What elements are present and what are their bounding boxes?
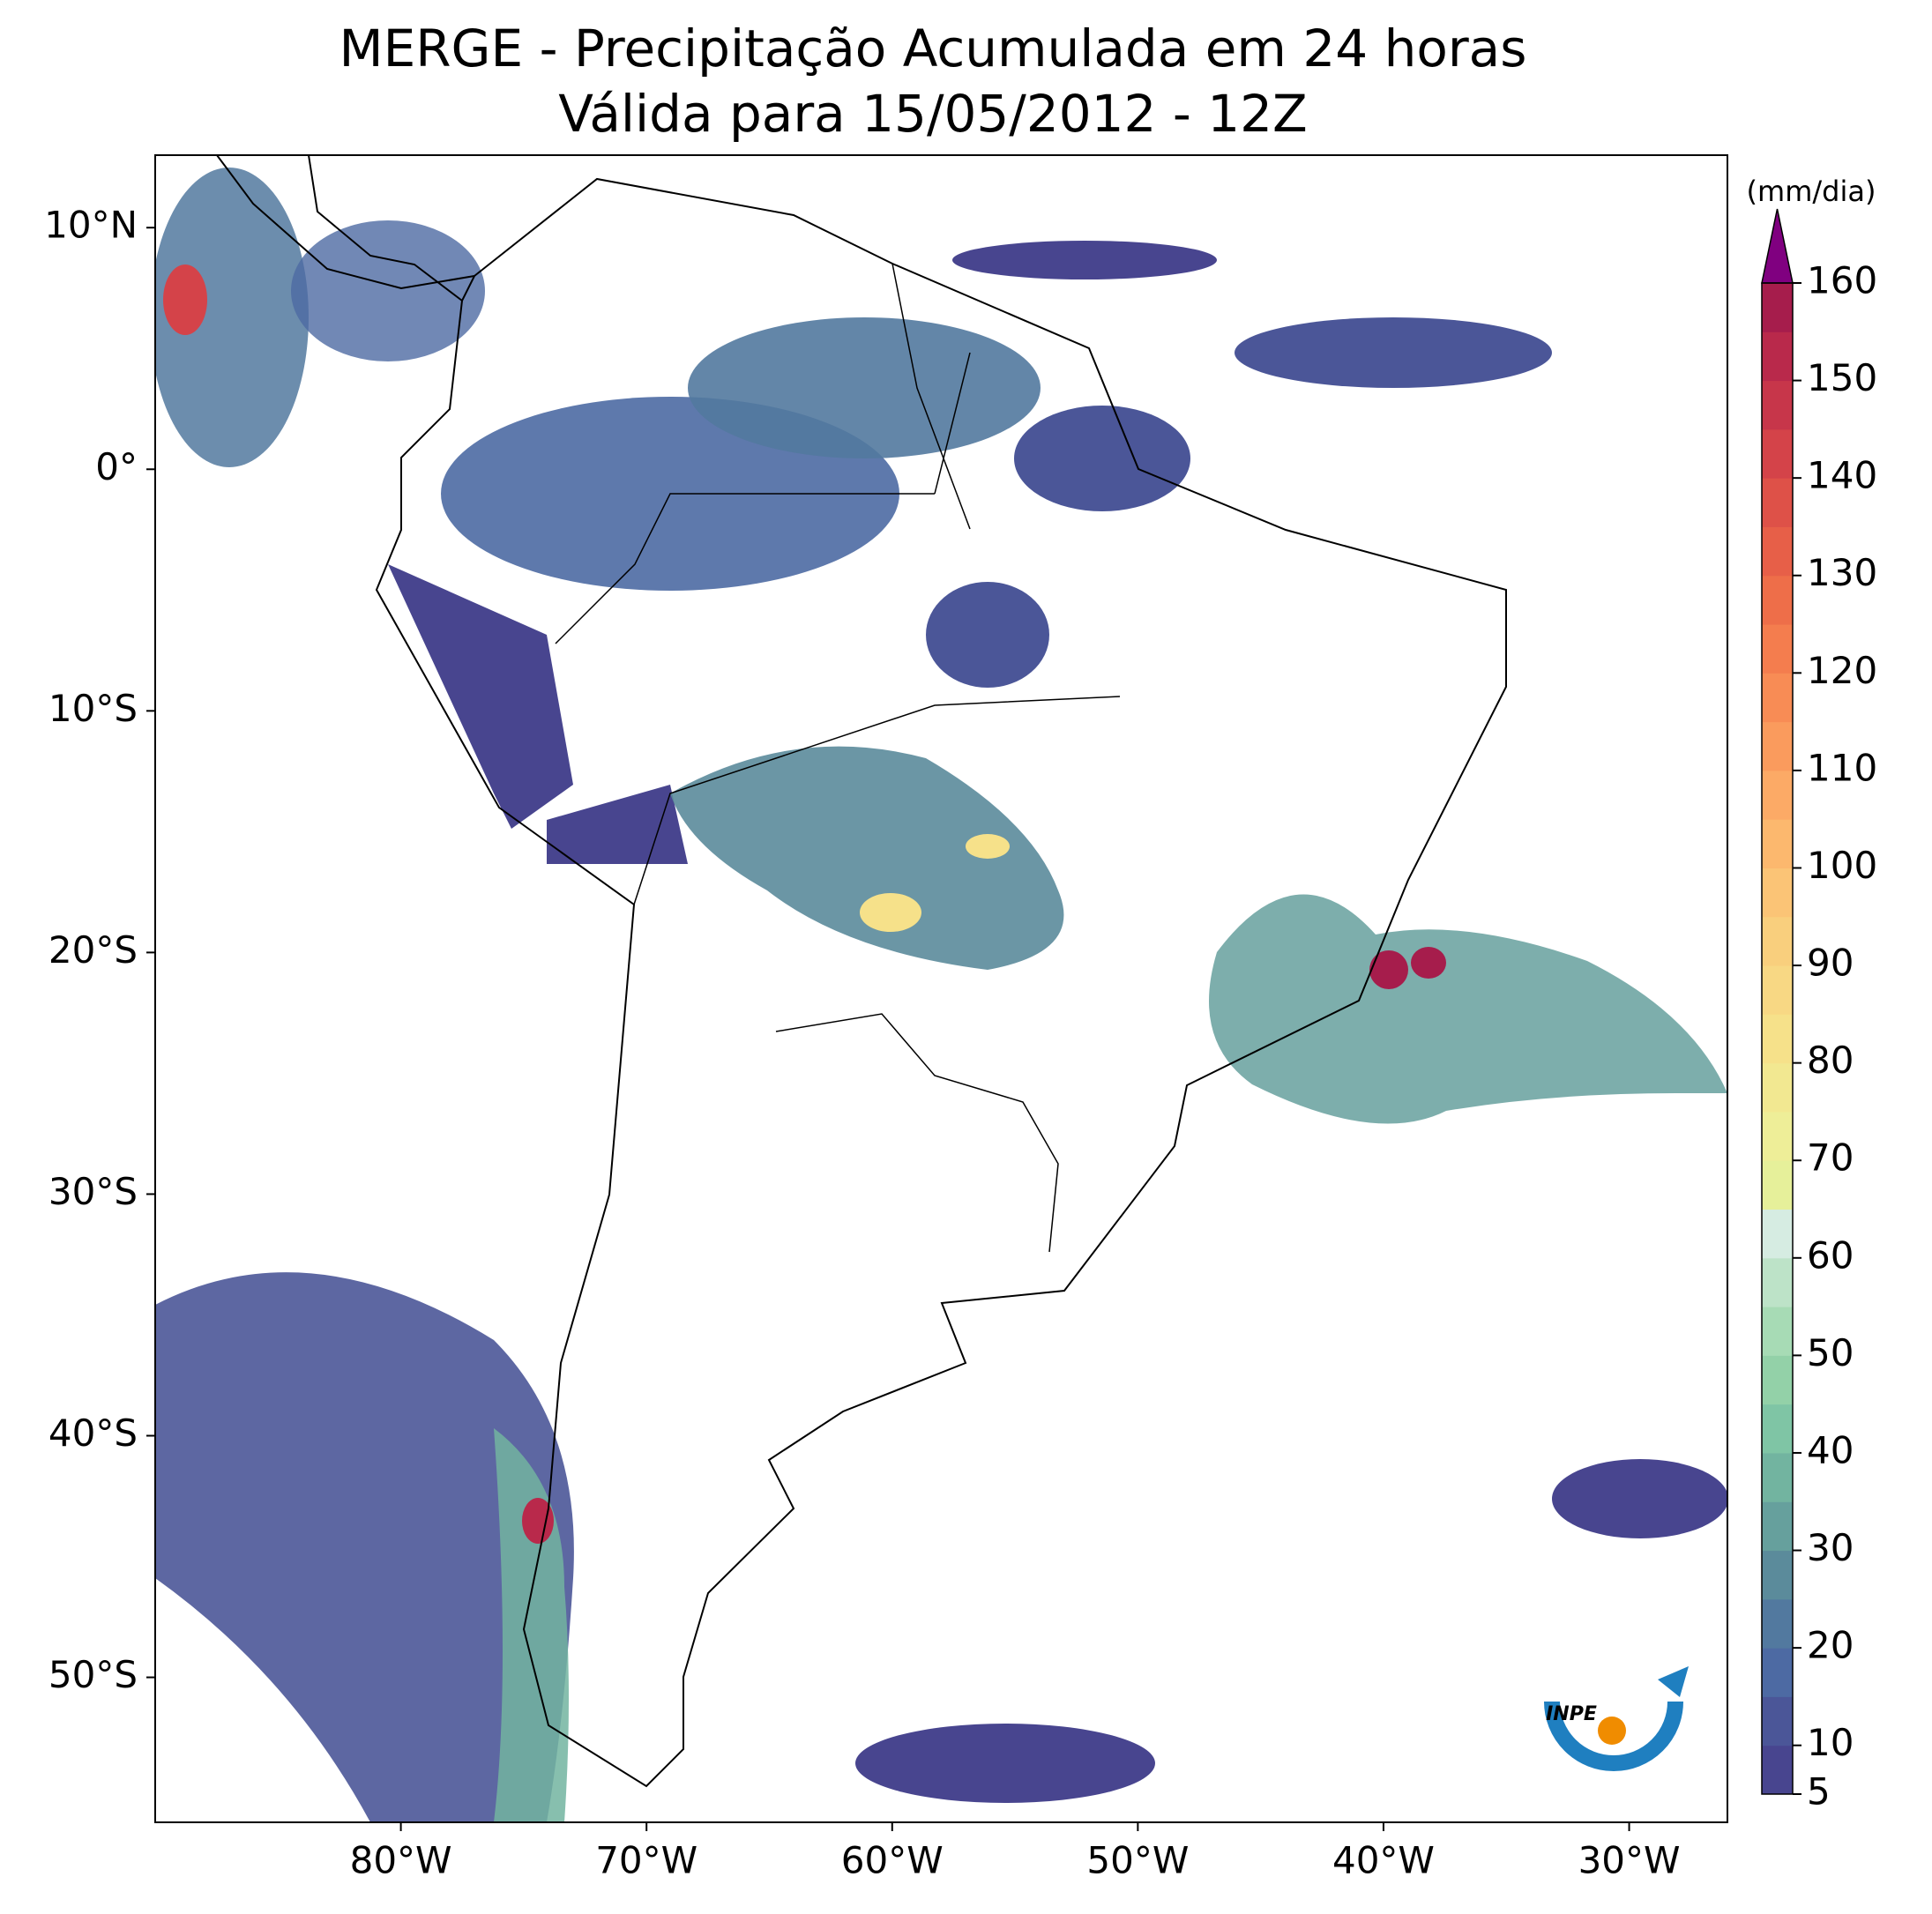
colorbar-band <box>1762 1696 1793 1746</box>
colorbar-band <box>1762 965 1793 1015</box>
rain-area <box>855 1724 1155 1803</box>
colorbar-band <box>1762 1062 1793 1113</box>
colorbar-band <box>1762 478 1793 527</box>
colorbar-band <box>1762 916 1793 966</box>
colorbar-band <box>1762 721 1793 771</box>
logo-text: INPE <box>1546 1703 1597 1725</box>
colorbar-tick-label: 160 <box>1807 259 1877 302</box>
colorbar-band <box>1762 1014 1793 1064</box>
inpe-logo: INPE <box>1544 1666 1689 1771</box>
colorbar-tick-label: 70 <box>1807 1136 1854 1180</box>
colorbar-tick-label: 150 <box>1807 356 1877 399</box>
colorbar-band <box>1762 673 1793 723</box>
y-tick-label: 10°S <box>48 687 138 730</box>
map-title: MERGE - Precipitação Acumulada em 24 hor… <box>339 19 1527 78</box>
colorbar-band <box>1762 428 1793 479</box>
colorbar-band <box>1762 1550 1793 1600</box>
rain-core <box>522 1498 554 1544</box>
colorbar-band <box>1762 1307 1793 1356</box>
colorbar-tick-label: 10 <box>1807 1721 1854 1764</box>
colorbar-band <box>1762 1404 1793 1454</box>
colorbar-tick-label: 120 <box>1807 649 1877 692</box>
rain-area <box>1552 1459 1727 1538</box>
y-tick-label: 0° <box>95 445 138 488</box>
colorbar-frame <box>1761 282 1794 1795</box>
x-tick-label: 60°W <box>841 1839 944 1882</box>
rain-core <box>1369 950 1408 989</box>
colorbar-band <box>1762 380 1793 430</box>
colorbar-tick-label: 5 <box>1807 1770 1831 1813</box>
colorbar-unit: (mm/dia) <box>1747 175 1876 208</box>
colorbar-tick-label: 40 <box>1807 1428 1854 1471</box>
colorbar-band <box>1762 1160 1793 1210</box>
x-tick-label: 80°W <box>350 1839 452 1882</box>
colorbar-tick-label: 60 <box>1807 1233 1854 1277</box>
rain-area <box>952 241 1217 279</box>
x-tick-label: 40°W <box>1332 1839 1435 1882</box>
rain-core <box>966 834 1010 859</box>
colorbar-tick-label: 80 <box>1807 1039 1854 1082</box>
colorbar-band <box>1762 1257 1793 1307</box>
colorbar-tick-label: 130 <box>1807 551 1877 594</box>
logo-arrow <box>1658 1666 1689 1697</box>
colorbar-tick-label: 110 <box>1807 746 1877 789</box>
country-borders <box>555 263 1121 1253</box>
colorbar-band <box>1762 868 1793 918</box>
colorbar-band <box>1762 1648 1793 1697</box>
logo-arc <box>1544 1701 1683 1771</box>
rain-area <box>1014 406 1190 511</box>
colorbar-band <box>1762 331 1793 382</box>
rain-area <box>926 582 1049 688</box>
rain-area <box>155 168 309 467</box>
central-america-outline <box>216 155 475 302</box>
colorbar-band <box>1762 1111 1793 1161</box>
plot-frame <box>154 154 1728 1823</box>
colorbar-band <box>1762 1745 1793 1795</box>
colorbar-band <box>1762 624 1793 674</box>
colorbar-tick-label: 50 <box>1807 1331 1854 1374</box>
colorbar-tick-label: 20 <box>1807 1624 1854 1667</box>
y-tick-label: 50°S <box>48 1653 138 1696</box>
y-tick-label: 20°S <box>48 928 138 972</box>
colorbar-band <box>1762 575 1793 625</box>
colorbar-band <box>1762 1355 1793 1405</box>
colorbar-tick-label: 100 <box>1807 844 1877 887</box>
coastline <box>216 155 1507 1788</box>
x-tick-label: 70°W <box>595 1839 697 1882</box>
rain-area <box>1235 317 1552 388</box>
rain-area <box>155 1272 574 1822</box>
logo-dot <box>1598 1717 1626 1745</box>
x-tick-label: 50°W <box>1086 1839 1189 1882</box>
y-tick-label: 40°S <box>48 1411 138 1455</box>
map-subtitle: Válida para 15/05/2012 - 12Z <box>558 84 1308 144</box>
x-tick-label: 30°W <box>1578 1839 1681 1882</box>
south-america-outline <box>375 177 1507 1788</box>
precipitation-field <box>155 168 1727 1822</box>
colorbar-band <box>1762 770 1793 820</box>
colorbar-extension <box>1761 208 1794 284</box>
colorbar-band <box>1762 1209 1793 1259</box>
rain-area <box>670 746 1064 970</box>
rain-core <box>1411 947 1446 979</box>
rain-core <box>860 893 921 932</box>
colorbar-tick-label: 140 <box>1807 454 1877 497</box>
colorbar-band <box>1762 1598 1793 1649</box>
colorbar-band <box>1762 526 1793 577</box>
colorbar-band <box>1762 283 1793 332</box>
rain-area <box>388 564 573 829</box>
colorbar-tick-label: 90 <box>1807 942 1854 985</box>
colorbar-band <box>1762 819 1793 868</box>
colorbar-band <box>1762 1452 1793 1502</box>
rain-area <box>291 220 485 361</box>
y-tick-label: 30°S <box>48 1170 138 1213</box>
colorbar-band <box>1762 1501 1793 1552</box>
rain-area <box>688 317 1041 458</box>
rain-core <box>163 264 207 335</box>
colorbar-tick-label: 30 <box>1807 1526 1854 1569</box>
y-tick-label: 10°N <box>44 204 138 247</box>
rain-area <box>547 785 688 864</box>
rain-area <box>1209 894 1727 1124</box>
